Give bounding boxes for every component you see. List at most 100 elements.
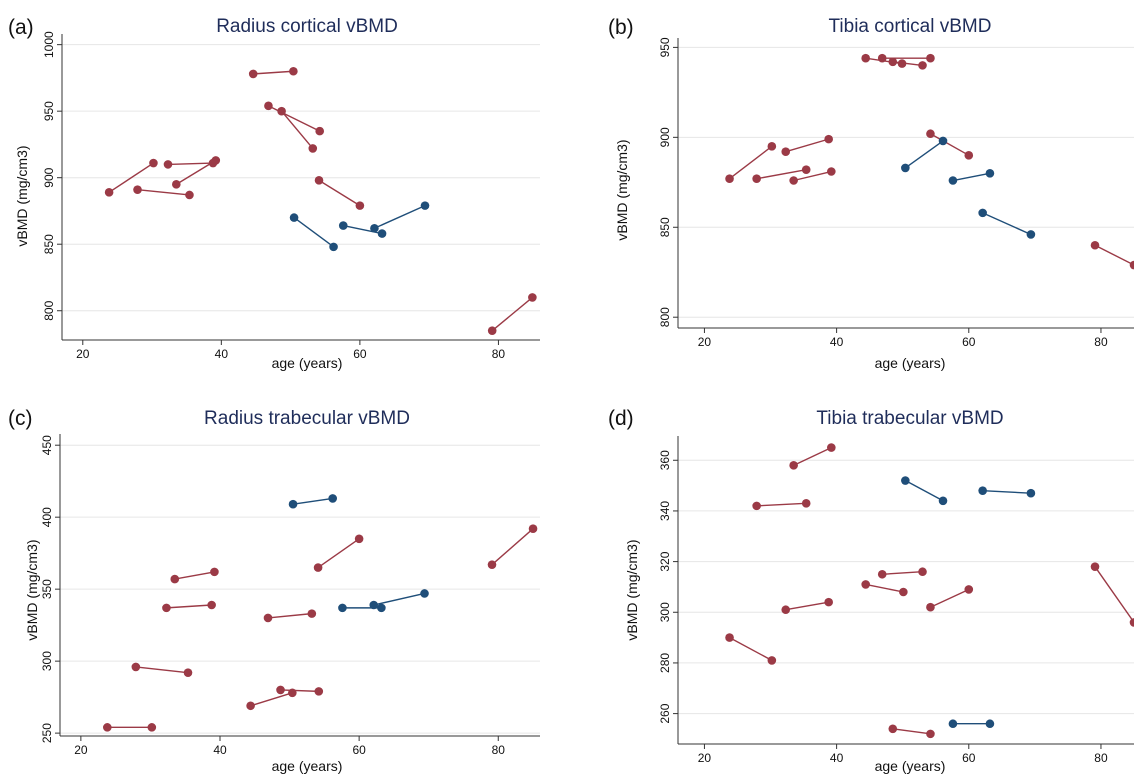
data-point-c-3-0 xyxy=(170,574,180,584)
data-point-a-9-1 xyxy=(329,242,338,252)
data-point-c-1-0 xyxy=(131,662,141,672)
x-axis-label-a: age (years) xyxy=(272,355,343,371)
data-point-d-11-1 xyxy=(985,719,995,729)
panel-a: (a) Radius cortical vBMD 800 850 900 950 100… xyxy=(0,0,550,390)
y-tick-label-c-4: 450 xyxy=(40,435,54,455)
y-tick-label-d-3: 320 xyxy=(658,551,672,571)
data-point-b-3-0 xyxy=(789,176,798,185)
panel-b: (b) Tibia cortical vBMD 800 850 900 950 20 40… xyxy=(600,0,1134,390)
data-point-b-0-0 xyxy=(725,174,734,184)
plot-area-c: 250 300 350 400 450 20 40 60 80 xyxy=(40,434,540,757)
chart-title-a: Radius cortical vBMD xyxy=(216,16,398,37)
y-tick-label-d-2: 300 xyxy=(658,602,672,622)
data-point-d-4-1 xyxy=(899,587,908,597)
panel-label-c: (c) xyxy=(8,407,33,430)
data-point-b-7-0 xyxy=(926,129,935,139)
data-point-b-5-0 xyxy=(877,53,887,63)
data-point-c-4-1 xyxy=(288,688,297,698)
data-point-d-6-0 xyxy=(926,602,935,612)
data-point-d-2-0 xyxy=(789,461,798,470)
data-point-d-3-1 xyxy=(824,597,833,607)
y-axis-label-a: vBMD (mg/cm3) xyxy=(14,145,30,246)
data-point-a-4-0 xyxy=(248,69,258,79)
x-tick-label-c-1: 40 xyxy=(213,743,227,757)
series-line-b-6 xyxy=(892,61,923,67)
data-point-d-11-0 xyxy=(948,719,958,729)
data-point-c-10-1 xyxy=(377,603,386,613)
series-line-c-4 xyxy=(250,692,293,707)
series-line-d-8 xyxy=(1094,566,1134,623)
data-point-b-0-1 xyxy=(767,142,777,151)
data-point-a-4-1 xyxy=(289,66,298,76)
data-point-b-9-0 xyxy=(901,163,910,173)
series-line-d-3 xyxy=(785,601,829,611)
data-point-b-11-0 xyxy=(978,208,987,218)
data-point-d-4-0 xyxy=(861,580,870,589)
data-point-c-11-1 xyxy=(420,589,429,598)
x-tick-label-a-0: 20 xyxy=(76,347,90,361)
data-point-b-10-0 xyxy=(948,176,958,185)
y-tick-label-b-0: 800 xyxy=(658,307,672,327)
x-tick-label-d-1: 40 xyxy=(830,751,844,765)
series-line-a-7 xyxy=(318,179,361,207)
series-line-c-3 xyxy=(174,571,215,580)
data-point-c-1-1 xyxy=(183,668,193,677)
data-point-a-11-1 xyxy=(420,201,430,210)
data-point-c-3-1 xyxy=(210,567,219,577)
data-point-c-9-0 xyxy=(288,499,298,509)
series-line-a-6 xyxy=(281,110,314,149)
y-tick-label-d-1: 280 xyxy=(658,653,672,673)
panel-d: (d) Tibia trabecular vBMD 260 280 300 320 34… xyxy=(600,390,1134,775)
data-point-c-5-1 xyxy=(314,687,324,696)
data-point-c-6-1 xyxy=(307,609,317,618)
data-point-b-5-1 xyxy=(926,53,935,63)
series-line-d-9 xyxy=(905,479,944,502)
series-line-b-7 xyxy=(930,133,970,156)
series-line-a-4 xyxy=(253,70,294,75)
data-point-b-10-1 xyxy=(985,169,995,178)
data-point-b-4-1 xyxy=(897,59,907,68)
y-axis-label-d: vBMD (mg/cm3) xyxy=(624,539,640,640)
x-tick-label-a-2: 60 xyxy=(353,347,367,361)
data-point-d-5-1 xyxy=(918,567,927,577)
series-line-c-5 xyxy=(280,689,319,693)
series-line-b-2 xyxy=(756,169,807,180)
y-tick-label-c-2: 350 xyxy=(40,579,54,599)
y-tick-label-d-4: 340 xyxy=(658,501,672,521)
data-point-a-6-1 xyxy=(308,144,318,153)
x-tick-label-c-3: 80 xyxy=(492,743,506,757)
data-point-c-11-0 xyxy=(369,600,379,610)
data-point-b-9-1 xyxy=(938,136,948,146)
panel-label-a: (a) xyxy=(8,16,34,39)
data-point-a-8-0 xyxy=(487,326,497,335)
chart-title-d: Tibia trabecular vBMD xyxy=(816,408,1003,429)
series-line-b-1 xyxy=(785,138,829,153)
y-tick-label-c-3: 400 xyxy=(40,507,54,527)
series-line-a-8 xyxy=(491,296,533,332)
plot-area-a: 800 850 900 950 1000 20 40 60 80 xyxy=(42,31,540,361)
data-point-c-2-0 xyxy=(162,603,171,613)
panel-c: (c) Radius trabecular vBMD 250 300 350 400 4… xyxy=(0,390,550,775)
chart-d-svg: (d) Tibia trabecular vBMD 260 280 300 320 34… xyxy=(608,407,1134,774)
data-point-a-8-1 xyxy=(528,293,537,302)
series-line-a-3 xyxy=(137,188,190,196)
y-tick-label-d-5: 360 xyxy=(658,450,672,470)
data-point-a-6-0 xyxy=(277,106,286,116)
data-point-c-0-0 xyxy=(103,723,112,732)
x-tick-label-d-0: 20 xyxy=(698,751,712,765)
series-line-d-4 xyxy=(865,583,904,593)
y-tick-label-b-1: 850 xyxy=(658,217,672,237)
chart-b-svg: (b) Tibia cortical vBMD 800 850 900 950 20 40… xyxy=(608,16,1134,371)
chart-a-svg: (a) Radius cortical vBMD 800 850 900 950 100… xyxy=(8,16,540,371)
y-axis-label-b: vBMD (mg/cm3) xyxy=(614,139,630,240)
data-point-a-0-0 xyxy=(104,188,114,197)
data-point-b-2-0 xyxy=(752,174,761,184)
series-line-d-1 xyxy=(756,502,807,507)
data-point-b-11-1 xyxy=(1026,230,1036,239)
series-line-b-8 xyxy=(1094,244,1134,266)
data-point-c-0-1 xyxy=(147,723,157,732)
series-line-d-7 xyxy=(892,728,931,735)
data-point-c-9-1 xyxy=(328,494,337,503)
plot-area-d: 260 280 300 320 340 360 20 40 60 80 xyxy=(658,436,1134,765)
plot-area-b: 800 850 900 950 20 40 60 80 xyxy=(658,37,1134,349)
